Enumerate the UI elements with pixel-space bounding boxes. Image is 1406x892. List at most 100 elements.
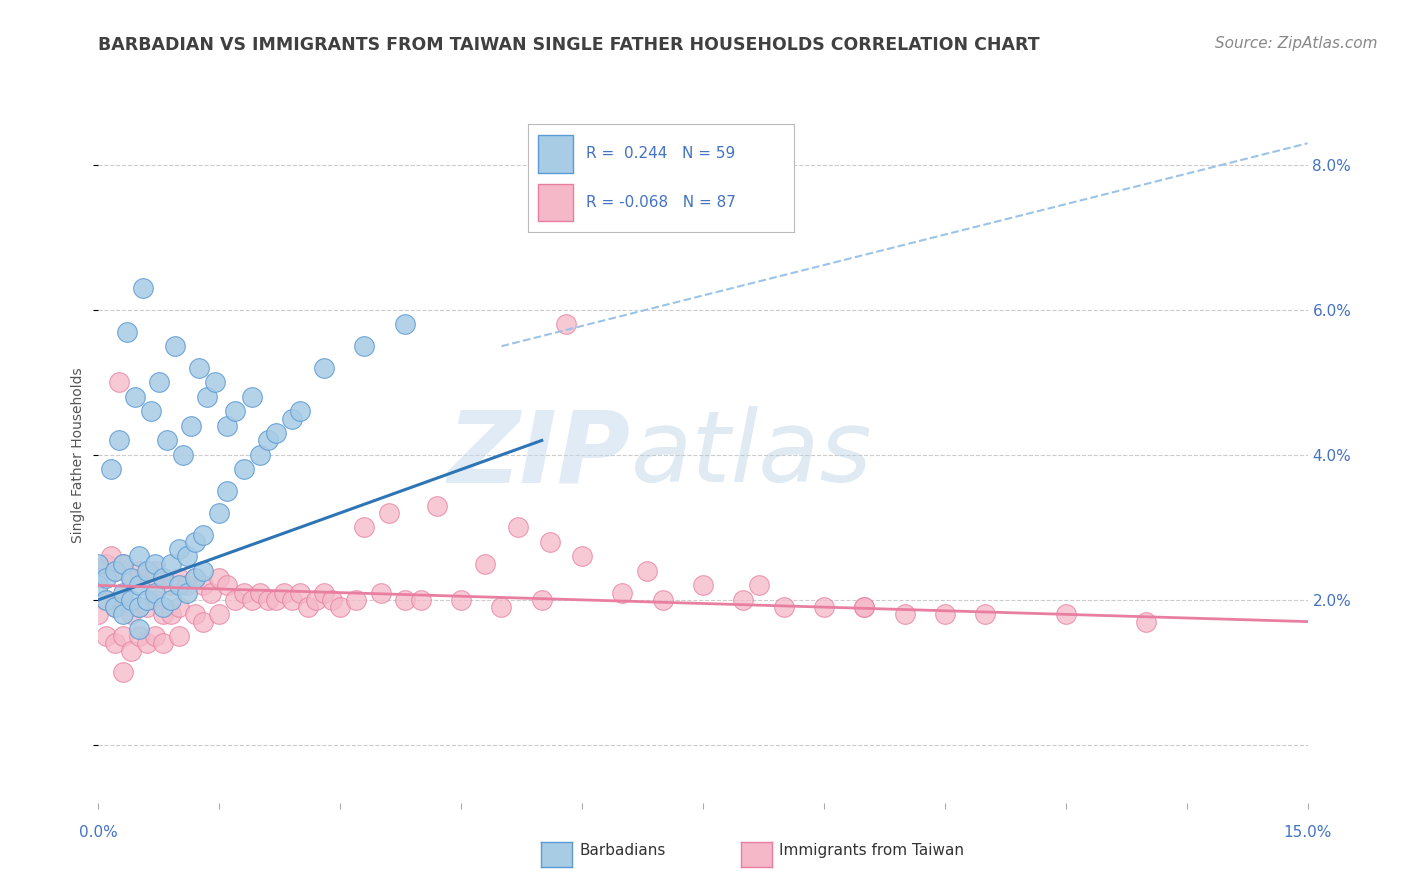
Point — [132, 281, 155, 295]
Point — [853, 600, 876, 615]
Point — [167, 629, 190, 643]
Point — [321, 592, 343, 607]
Point — [256, 434, 278, 448]
Point — [167, 571, 190, 585]
Point — [152, 571, 174, 585]
Point — [120, 643, 142, 657]
Point — [305, 592, 328, 607]
Point — [232, 585, 254, 599]
Point — [180, 418, 202, 433]
Point — [115, 325, 138, 339]
Point — [530, 592, 553, 607]
Point — [111, 557, 134, 571]
Point — [651, 592, 673, 607]
Point — [120, 607, 142, 622]
Point — [128, 549, 150, 564]
Point — [571, 549, 593, 564]
Point — [135, 592, 157, 607]
Point — [240, 390, 263, 404]
Point — [143, 557, 166, 571]
Point — [772, 600, 794, 615]
Point — [195, 390, 218, 404]
Point — [491, 600, 513, 615]
Point — [163, 339, 186, 353]
Text: Immigrants from Taiwan: Immigrants from Taiwan — [779, 843, 965, 858]
Point — [103, 564, 125, 578]
Point — [135, 636, 157, 650]
Point — [148, 376, 170, 390]
Point — [176, 549, 198, 564]
Point — [288, 585, 311, 599]
Point — [120, 571, 142, 585]
Point — [103, 600, 125, 615]
Text: ZIP: ZIP — [447, 407, 630, 503]
Point — [450, 592, 472, 607]
Point — [128, 622, 150, 636]
Point — [103, 564, 125, 578]
Point — [353, 520, 375, 534]
Text: Source: ZipAtlas.com: Source: ZipAtlas.com — [1215, 36, 1378, 51]
Point — [176, 578, 198, 592]
Point — [733, 592, 755, 607]
Point — [124, 390, 146, 404]
Point — [636, 564, 658, 578]
Point — [100, 549, 122, 564]
Point — [96, 557, 118, 571]
Point — [184, 607, 207, 622]
Point — [103, 636, 125, 650]
Point — [692, 578, 714, 592]
Point — [167, 600, 190, 615]
Point — [143, 629, 166, 643]
Point — [288, 404, 311, 418]
Point — [240, 592, 263, 607]
Point — [172, 448, 194, 462]
Point — [1054, 607, 1077, 622]
Point — [208, 506, 231, 520]
Point — [224, 404, 246, 418]
Point — [120, 571, 142, 585]
Point — [377, 506, 399, 520]
Point — [87, 578, 110, 592]
Point — [167, 578, 190, 592]
Point — [249, 585, 271, 599]
Point — [120, 592, 142, 607]
Point — [353, 339, 375, 353]
Point — [193, 527, 215, 541]
Point — [96, 629, 118, 643]
Point — [96, 592, 118, 607]
Point — [107, 434, 129, 448]
Point — [167, 542, 190, 557]
Point — [474, 557, 496, 571]
Point — [934, 607, 956, 622]
Point — [152, 636, 174, 650]
Point — [160, 557, 183, 571]
Point — [160, 578, 183, 592]
Point — [87, 571, 110, 585]
Text: 0.0%: 0.0% — [79, 825, 118, 840]
Point — [111, 592, 134, 607]
Point — [555, 318, 578, 332]
Point — [111, 665, 134, 680]
Point — [193, 578, 215, 592]
Point — [135, 600, 157, 615]
Point — [193, 615, 215, 629]
Point — [160, 592, 183, 607]
Point — [224, 592, 246, 607]
Point — [281, 592, 304, 607]
Point — [314, 360, 336, 375]
Point — [111, 607, 134, 622]
Point — [281, 411, 304, 425]
Point — [128, 600, 150, 615]
Point — [264, 592, 287, 607]
Point — [273, 585, 295, 599]
Point — [128, 564, 150, 578]
Point — [128, 578, 150, 592]
Point — [344, 592, 367, 607]
Text: 15.0%: 15.0% — [1284, 825, 1331, 840]
Point — [409, 592, 432, 607]
Point — [103, 600, 125, 615]
Point — [188, 360, 211, 375]
Point — [160, 607, 183, 622]
Point — [249, 448, 271, 462]
Point — [370, 585, 392, 599]
